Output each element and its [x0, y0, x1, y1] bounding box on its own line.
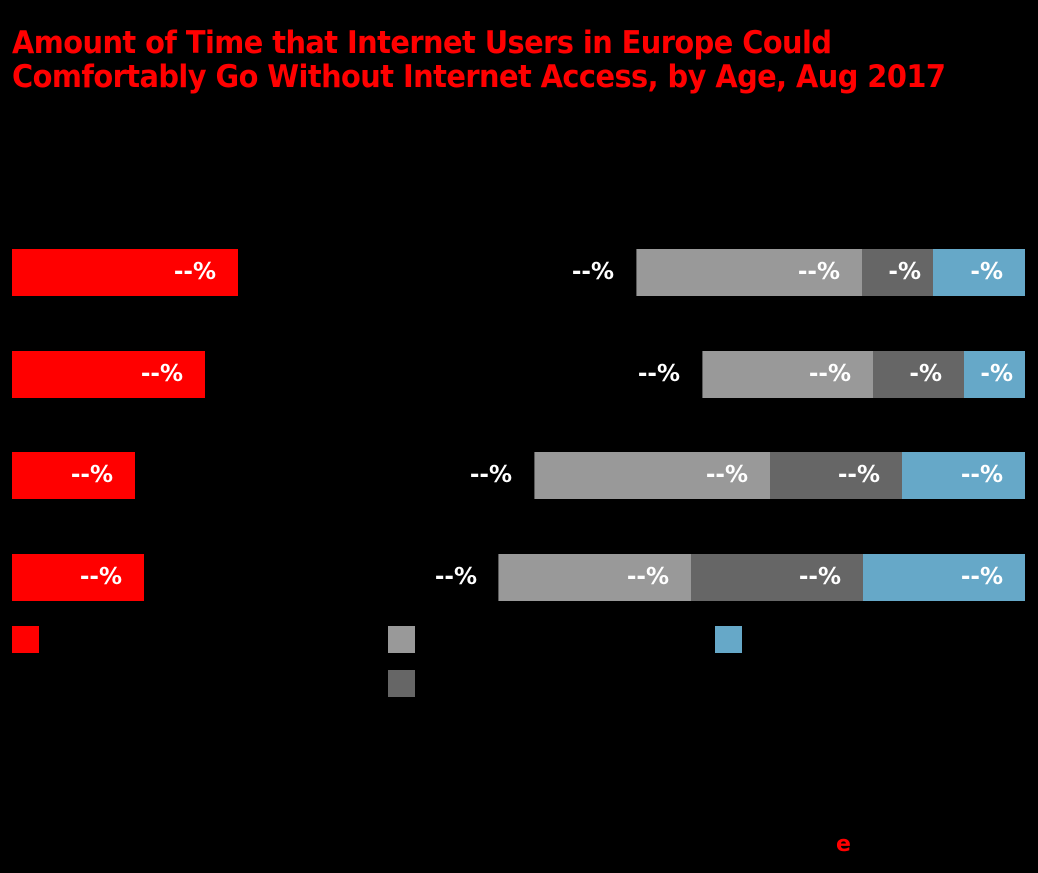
segment-value-label: --% [837, 462, 880, 488]
stacked-segment: --% [770, 452, 902, 499]
segment-edge [702, 351, 703, 398]
stacked-segment: --% [534, 452, 770, 499]
left-bar: --% [12, 554, 144, 601]
segment-value-label: -% [909, 361, 942, 387]
legend-swatch [12, 626, 39, 653]
stacked-segment: --% [702, 351, 873, 398]
stacked-segment: -% [933, 249, 1025, 296]
legend-swatch [388, 626, 415, 653]
segment-edge [636, 249, 637, 296]
bar-value-label: --% [140, 361, 183, 387]
stacked-segment: --% [498, 554, 691, 601]
chart-title: Amount of Time that Internet Users in Eu… [12, 25, 946, 95]
left-bar: --% [12, 249, 238, 296]
outer-value-label: --% [434, 564, 477, 590]
segment-value-label: --% [798, 564, 841, 590]
segment-value-label: -% [970, 259, 1003, 285]
segment-value-label: -% [980, 361, 1013, 387]
bar-value-label: --% [70, 462, 113, 488]
segment-value-label: --% [626, 564, 669, 590]
stacked-segment: --% [691, 554, 863, 601]
bar-value-label: --% [173, 259, 216, 285]
segment-value-label: --% [797, 259, 840, 285]
legend-swatch [388, 670, 415, 697]
stacked-segment: --% [863, 554, 1025, 601]
stacked-segment: -% [873, 351, 964, 398]
left-bar: --% [12, 351, 205, 398]
stacked-segment: --% [636, 249, 862, 296]
segment-value-label: --% [808, 361, 851, 387]
outer-value-label: --% [637, 361, 680, 387]
segment-edge [498, 554, 499, 601]
left-bar: --% [12, 452, 135, 499]
outer-value-label: --% [571, 259, 614, 285]
stacked-segment: --% [902, 452, 1025, 499]
segment-value-label: --% [960, 564, 1003, 590]
bar-value-label: --% [79, 564, 122, 590]
brand-logo: e [836, 832, 851, 857]
segment-value-label: --% [705, 462, 748, 488]
outer-value-label: --% [469, 462, 512, 488]
segment-edge [534, 452, 535, 499]
stacked-segment: -% [964, 351, 1025, 398]
segment-value-label: --% [960, 462, 1003, 488]
stacked-segment: -% [862, 249, 933, 296]
segment-value-label: -% [888, 259, 921, 285]
legend-swatch [715, 626, 742, 653]
